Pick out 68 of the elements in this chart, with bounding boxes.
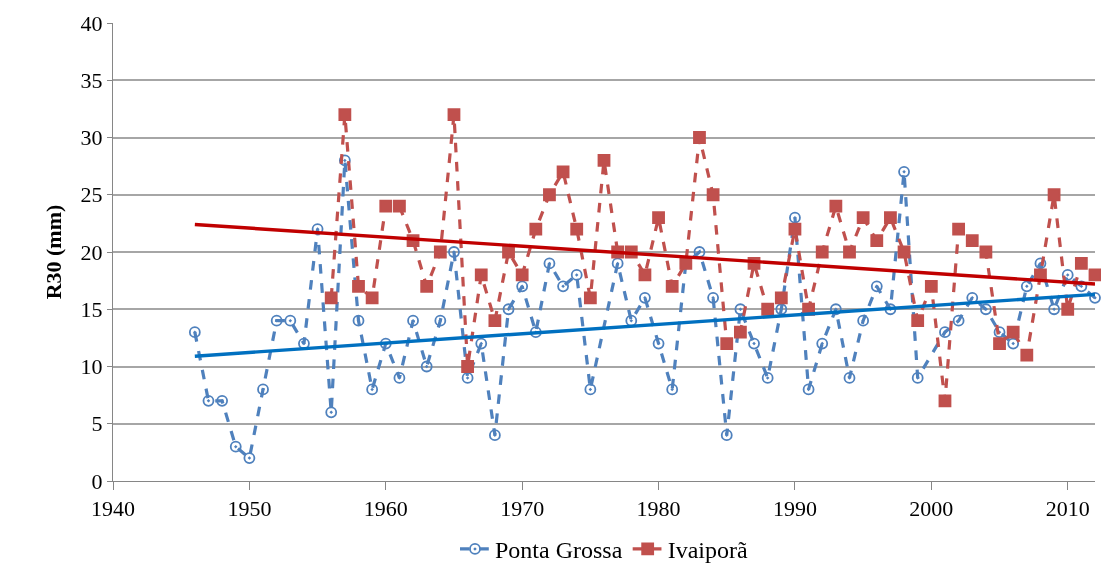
point [693, 131, 706, 144]
point [597, 154, 611, 167]
y-tick-label: 25 [80, 182, 103, 208]
point [529, 222, 543, 236]
point [447, 108, 461, 121]
point [965, 234, 979, 247]
point [911, 314, 925, 328]
y-tick-label: 0 [91, 468, 103, 494]
point [870, 234, 884, 247]
x-tick-label: 1960 [363, 496, 408, 522]
point [352, 279, 365, 293]
point [365, 291, 379, 305]
x-tick-label: 1970 [500, 496, 545, 522]
x-tick-label: 2000 [909, 496, 954, 522]
point [1074, 257, 1088, 270]
point [1020, 348, 1034, 362]
point [761, 302, 775, 316]
y-tick-label: 10 [80, 354, 103, 380]
y-axis-title: R30 (mm) [41, 204, 67, 300]
point [652, 211, 665, 225]
point [393, 199, 406, 213]
x-tick-label: 1940 [91, 496, 135, 522]
point [720, 337, 734, 350]
point [583, 291, 597, 305]
point [433, 245, 447, 259]
point [474, 268, 488, 282]
point [884, 211, 897, 225]
point [461, 360, 475, 373]
point [733, 325, 747, 339]
y-tick-label: 40 [80, 10, 103, 36]
legend-label: Ivaiporã [667, 537, 748, 564]
point [843, 245, 856, 259]
point [420, 279, 434, 293]
point [570, 222, 584, 236]
point [815, 245, 829, 259]
point [638, 268, 652, 282]
x-tick-label: 2010 [1045, 496, 1090, 522]
point [774, 291, 788, 305]
point [788, 222, 802, 236]
point [829, 199, 843, 213]
point [1088, 268, 1101, 282]
x-tick-label: 1990 [772, 496, 817, 522]
point [924, 279, 938, 293]
point [856, 211, 870, 225]
point [979, 245, 993, 259]
y-tick-label: 20 [80, 239, 103, 265]
point [665, 279, 679, 293]
point [488, 314, 502, 328]
point [938, 394, 952, 408]
y-tick-label: 15 [80, 296, 103, 322]
x-tick-label: 1950 [227, 496, 272, 522]
point [1006, 325, 1020, 339]
point [338, 108, 352, 121]
y-tick-label: 30 [80, 125, 103, 151]
point [1061, 302, 1075, 316]
point [324, 291, 338, 305]
y-tick-label: 35 [80, 67, 103, 93]
point [1047, 188, 1061, 202]
y-tick-label: 5 [91, 411, 103, 437]
point [543, 188, 556, 202]
point [706, 188, 720, 202]
point [993, 337, 1006, 350]
point [379, 199, 393, 213]
x-tick-label: 1980 [636, 496, 681, 522]
point [952, 222, 966, 236]
legend-label: Ponta Grossa [495, 537, 623, 564]
point [556, 165, 570, 179]
point [515, 268, 529, 282]
